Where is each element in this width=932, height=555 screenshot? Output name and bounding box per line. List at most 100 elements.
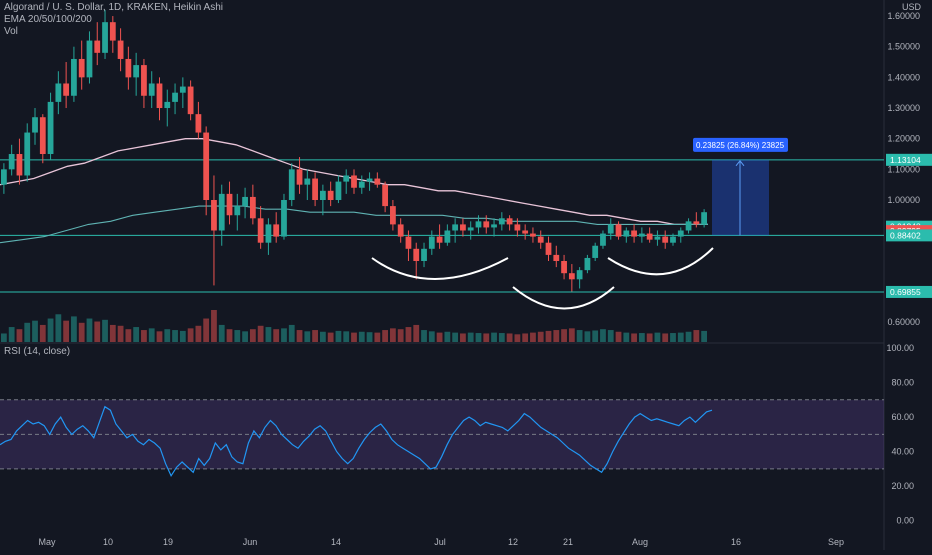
volume-bar bbox=[491, 332, 497, 342]
volume-bar bbox=[32, 320, 38, 342]
candle-body bbox=[452, 224, 459, 231]
volume-bar bbox=[109, 324, 116, 342]
volume-bar bbox=[218, 324, 225, 342]
volume-bar bbox=[600, 329, 606, 342]
x-tick-label: 16 bbox=[731, 537, 741, 547]
candle-body bbox=[148, 83, 155, 96]
volume-bar bbox=[576, 330, 583, 342]
x-tick-label: Jun bbox=[243, 537, 258, 547]
volume-bar bbox=[133, 327, 140, 342]
volume-bar bbox=[638, 333, 645, 342]
candle-body bbox=[335, 181, 342, 200]
rsi-line bbox=[0, 405, 713, 478]
candle-body bbox=[631, 230, 637, 237]
price-tick-label: 1.30000 bbox=[887, 103, 920, 113]
volume-bar bbox=[413, 324, 420, 342]
x-tick-label: Aug bbox=[632, 537, 648, 547]
candle-body bbox=[78, 58, 85, 78]
price-label-bg bbox=[886, 153, 932, 166]
candle-body bbox=[71, 58, 77, 96]
volume-bar bbox=[117, 325, 124, 342]
volume-bar bbox=[553, 330, 560, 342]
x-tick-label: 21 bbox=[563, 537, 573, 547]
candle-body bbox=[382, 184, 389, 207]
candle-body bbox=[530, 233, 536, 237]
price-tick-label: 1.60000 bbox=[887, 11, 920, 21]
symbol-title[interactable]: Algorand / U. S. Dollar, 1D, KRAKEN, Hei… bbox=[4, 2, 223, 13]
ema-legend[interactable]: EMA 20/50/100/200 bbox=[4, 14, 92, 25]
price-label-bg bbox=[886, 229, 932, 242]
volume-bar bbox=[148, 328, 155, 342]
candle-body bbox=[366, 178, 373, 182]
candle-body bbox=[242, 196, 248, 207]
candle-body bbox=[506, 218, 513, 225]
price-tick-label: 1.40000 bbox=[887, 72, 920, 82]
price-label-level: 1.13104 bbox=[890, 155, 921, 165]
candle-body bbox=[561, 261, 567, 274]
candle-body bbox=[249, 196, 256, 219]
volume-bar bbox=[203, 318, 210, 342]
rsi-legend[interactable]: RSI (14, close) bbox=[4, 346, 71, 357]
rsi-tick-label: 40.00 bbox=[891, 447, 914, 457]
volume-bar bbox=[86, 318, 93, 342]
candle-body bbox=[32, 117, 38, 133]
x-tick-label: 10 bbox=[103, 537, 113, 547]
candle-body bbox=[537, 236, 544, 243]
candle-body bbox=[195, 114, 202, 133]
price-label-level: 0.69855 bbox=[890, 287, 921, 297]
candle-body bbox=[133, 65, 140, 78]
volume-bar bbox=[257, 325, 264, 342]
candle-body bbox=[390, 206, 396, 225]
candle-body bbox=[288, 169, 295, 200]
price-tick-label: 1.00000 bbox=[887, 195, 920, 205]
candle-body bbox=[436, 236, 443, 243]
volume-bar bbox=[405, 327, 412, 342]
volume-legend[interactable]: Vol bbox=[4, 26, 18, 37]
chart-legend: Algorand / U. S. Dollar, 1D, KRAKEN, Hei… bbox=[4, 2, 223, 38]
x-tick-label: Jul bbox=[434, 537, 446, 547]
price-tick-label: 0.60000 bbox=[887, 317, 920, 327]
volume-bar bbox=[71, 316, 77, 342]
price-tick-label: 1.10000 bbox=[887, 164, 920, 174]
x-tick-label: May bbox=[38, 537, 56, 547]
volume-bar bbox=[537, 331, 544, 342]
volume-bar bbox=[343, 331, 350, 342]
candle-body bbox=[8, 154, 15, 170]
volume-bar bbox=[607, 330, 614, 342]
volume-bar bbox=[125, 329, 132, 342]
volume-bar bbox=[506, 333, 513, 342]
x-tick-label: 19 bbox=[163, 537, 173, 547]
volume-bar bbox=[693, 330, 700, 342]
candle-body bbox=[179, 86, 186, 93]
candle-body bbox=[141, 65, 147, 96]
candle-body bbox=[646, 233, 653, 240]
volume-bar bbox=[483, 333, 490, 342]
volume-bar bbox=[685, 331, 692, 342]
volume-bar bbox=[102, 319, 108, 342]
volume-bar bbox=[265, 327, 272, 342]
volume-bar bbox=[242, 331, 248, 342]
candle-body bbox=[693, 221, 700, 225]
candle-body bbox=[545, 242, 552, 255]
candle-body bbox=[265, 224, 272, 243]
candle-body bbox=[467, 227, 474, 231]
candle-body bbox=[102, 22, 108, 53]
candle-body bbox=[576, 270, 583, 280]
candle-body bbox=[327, 190, 334, 200]
candle-body bbox=[257, 218, 264, 243]
volume-bar bbox=[164, 329, 171, 342]
candle-body bbox=[156, 83, 163, 109]
volume-bar bbox=[467, 332, 474, 342]
volume-bar bbox=[631, 333, 637, 342]
volume-bar bbox=[226, 329, 233, 342]
volume-bar bbox=[187, 328, 194, 342]
price-tick-label: 1.50000 bbox=[887, 42, 920, 52]
candle-body bbox=[109, 22, 116, 41]
rsi-tick-label: 80.00 bbox=[891, 378, 914, 388]
volume-bar bbox=[141, 330, 147, 342]
candle-body bbox=[281, 200, 287, 237]
candle-body bbox=[16, 154, 23, 176]
candle-body bbox=[638, 233, 645, 237]
